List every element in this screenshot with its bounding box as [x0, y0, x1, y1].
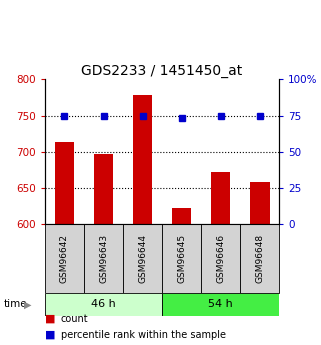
Bar: [172, 208, 191, 224]
Text: ■: ■: [45, 330, 56, 339]
Bar: [162, 293, 279, 316]
Bar: [240, 224, 279, 293]
Text: 46 h: 46 h: [91, 299, 116, 309]
Bar: [162, 224, 201, 293]
Bar: [45, 293, 162, 316]
Text: GSM96642: GSM96642: [60, 234, 69, 283]
Text: ■: ■: [45, 314, 56, 324]
Text: count: count: [61, 314, 89, 324]
Text: GSM96645: GSM96645: [177, 234, 186, 283]
Title: GDS2233 / 1451450_at: GDS2233 / 1451450_at: [82, 64, 243, 78]
Bar: [133, 95, 152, 224]
Text: percentile rank within the sample: percentile rank within the sample: [61, 330, 226, 339]
Bar: [211, 172, 230, 224]
Bar: [123, 224, 162, 293]
Text: time: time: [3, 299, 27, 309]
Text: GSM96648: GSM96648: [255, 234, 264, 283]
Bar: [45, 224, 84, 293]
Text: GSM96646: GSM96646: [216, 234, 225, 283]
Bar: [55, 142, 74, 224]
Text: 54 h: 54 h: [208, 299, 233, 309]
Text: GSM96644: GSM96644: [138, 234, 147, 283]
Bar: [94, 154, 113, 224]
Bar: [250, 182, 270, 224]
Text: GSM96643: GSM96643: [99, 234, 108, 283]
Text: ▶: ▶: [24, 299, 31, 309]
Bar: [201, 224, 240, 293]
Bar: [84, 224, 123, 293]
